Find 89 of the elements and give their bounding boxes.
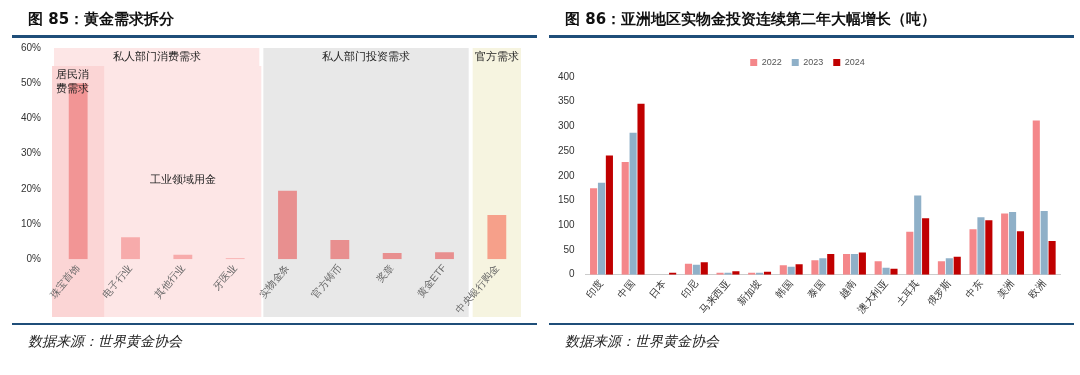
bar [121, 237, 140, 260]
x-tick-label: 日本 [647, 277, 669, 300]
bar [1048, 241, 1056, 275]
y-tick-label: 30% [21, 147, 42, 159]
x-tick-label: 其他行业 [152, 262, 187, 300]
x-tick-label: 印尼 [678, 277, 700, 300]
y-tick-label: 400 [558, 70, 576, 82]
y-tick-label: 300 [558, 120, 576, 132]
bar [435, 252, 454, 260]
bar [850, 253, 859, 275]
x-tick-label: 泰国 [805, 277, 827, 300]
x-tick-label: 官方铸币 [309, 262, 344, 300]
chart-title: 图 86：亚洲地区实物金投资连续第二年大幅增长（吨） [549, 0, 1074, 38]
y-tick-label: 0 [569, 268, 576, 280]
y-tick-label: 0% [26, 253, 42, 265]
y-tick-label: 100 [558, 218, 576, 230]
bar [914, 195, 922, 275]
bar [937, 261, 945, 275]
x-tick-label: 美洲 [994, 277, 1017, 300]
band-label: 私人部门消费需求 [112, 50, 201, 63]
bar [969, 229, 977, 275]
bar [795, 264, 803, 275]
bar [819, 258, 827, 275]
bar [487, 214, 507, 260]
y-tick-label: 150 [558, 194, 576, 206]
bar [684, 263, 693, 275]
bar [278, 190, 297, 260]
bar [621, 161, 629, 275]
bar [1016, 231, 1025, 275]
bar [629, 132, 637, 275]
bar [700, 262, 708, 275]
y-tick-label: 60% [21, 41, 42, 53]
bar [922, 218, 930, 275]
y-tick-label: 40% [21, 112, 42, 124]
bar [977, 217, 985, 275]
x-tick-label: 欧洲 [1026, 277, 1048, 300]
y-tick-label: 50% [21, 76, 42, 88]
y-tick-label: 10% [21, 217, 42, 229]
source-note: 数据来源：世界黄金协会 [549, 323, 1074, 351]
bar [1001, 213, 1009, 275]
x-tick-label: 奖章 [374, 262, 396, 285]
x-tick-label: 印度 [583, 277, 606, 300]
y-tick-label: 350 [558, 95, 576, 107]
bar [637, 103, 645, 275]
bar [827, 253, 835, 275]
band-label: 居民消费需求 [56, 68, 90, 95]
band-label: 工业领域用金 [149, 172, 216, 186]
bar [858, 252, 866, 275]
y-tick-label: 50 [563, 243, 576, 255]
x-tick-label: 土耳其 [893, 277, 922, 308]
x-tick-label: 电子行业 [100, 262, 135, 300]
bar [985, 220, 993, 275]
bar [906, 231, 914, 275]
bar [590, 188, 598, 275]
band-label: 官方需求 [474, 50, 519, 63]
x-tick-label: 新加坡 [735, 277, 764, 308]
band-label: 私人部门投资需求 [322, 50, 410, 63]
bar [843, 253, 851, 275]
bar [811, 260, 819, 275]
x-tick-label: 牙医业 [211, 262, 239, 293]
legend-label: 2024 [844, 56, 865, 67]
x-tick-label: 中国 [615, 277, 637, 300]
bar [605, 155, 613, 275]
y-tick-label: 20% [21, 182, 42, 194]
chart-title: 图 85：黄金需求拆分 [12, 0, 537, 38]
bar [1032, 120, 1040, 275]
x-tick-label: 中央银行购金 [453, 262, 501, 316]
bar [945, 258, 953, 275]
y-tick-label: 250 [558, 144, 576, 156]
bar [890, 268, 898, 275]
bar [597, 182, 606, 275]
x-tick-label: 韩国 [773, 277, 795, 300]
bar [874, 261, 882, 275]
source-note: 数据来源：世界黄金协会 [12, 323, 537, 351]
bar [68, 83, 88, 260]
legend-label: 2022 [761, 56, 782, 67]
bar [953, 256, 961, 275]
x-tick-label: 实物金条 [257, 262, 292, 300]
bar [1040, 210, 1048, 275]
bar [330, 239, 350, 260]
bar [1009, 211, 1017, 275]
y-tick-label: 200 [558, 169, 576, 181]
bar [779, 265, 787, 275]
x-tick-label: 中东 [963, 277, 985, 300]
legend-label: 2023 [803, 56, 824, 67]
bar [692, 264, 700, 275]
x-tick-label: 珠宝首饰 [47, 262, 82, 300]
x-tick-label: 俄罗斯 [925, 277, 953, 308]
bar [382, 252, 402, 260]
